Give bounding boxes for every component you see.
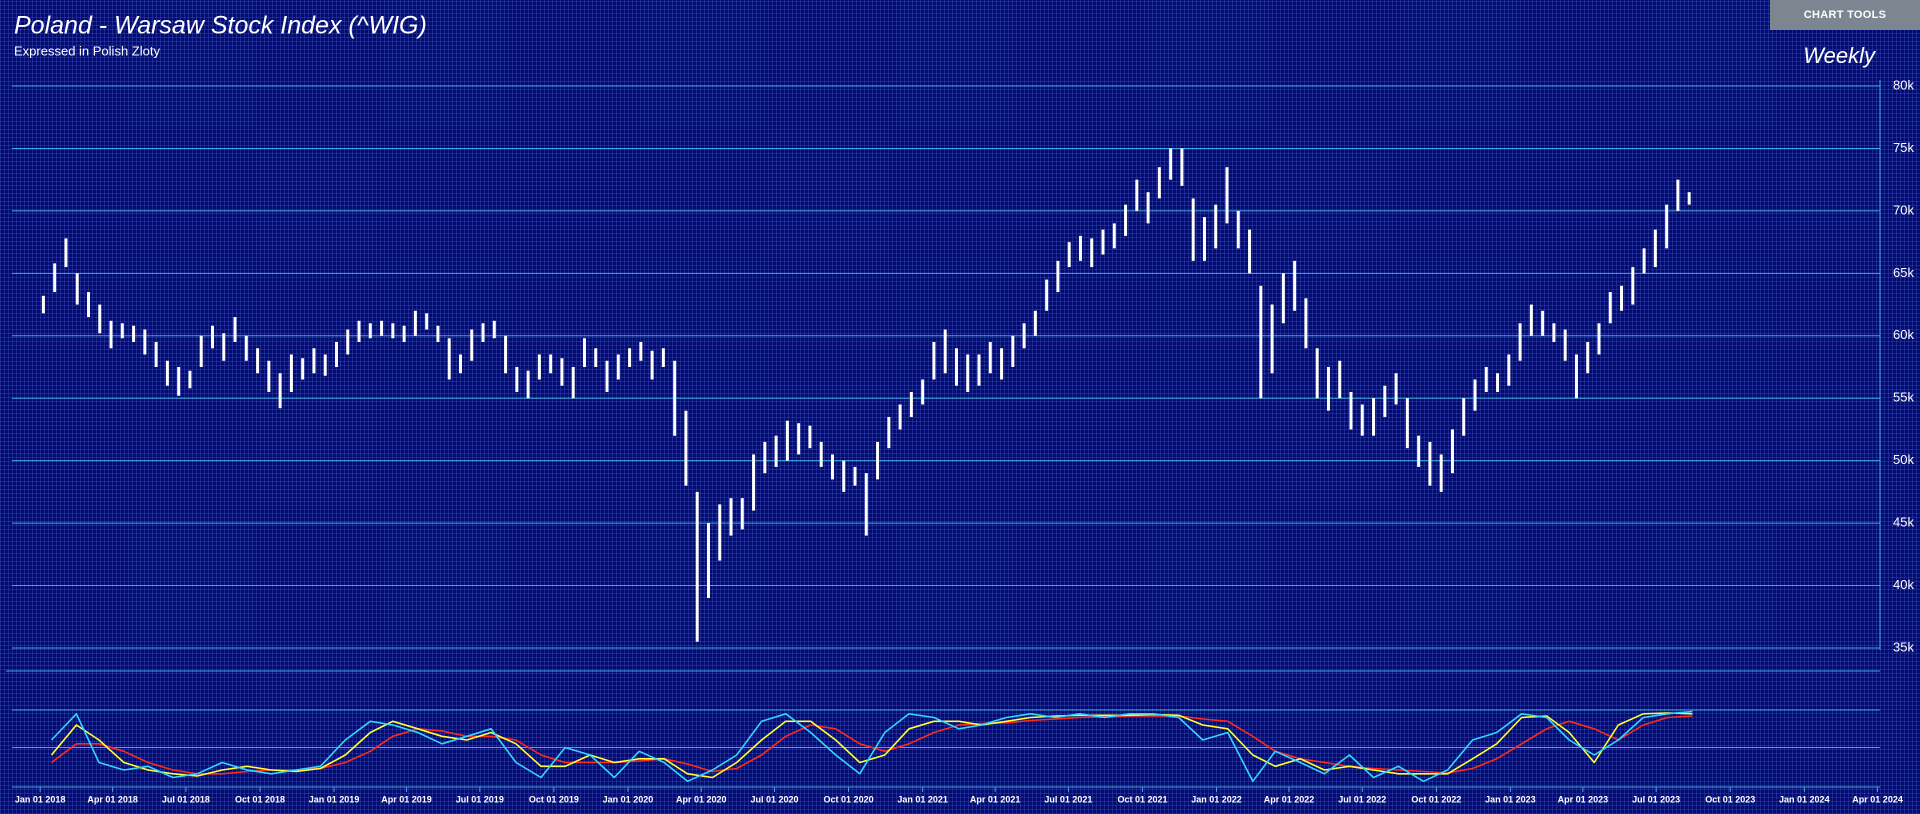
x-tick-label: Apr 01 2022 [1264,794,1315,804]
x-tick-label: Jan 01 2022 [1191,794,1242,804]
y-tick-label: 55k [1893,390,1914,405]
x-tick-label: Jul 01 2018 [162,794,210,804]
y-tick-label: 75k [1893,140,1914,155]
oscillator-line [50,712,1693,779]
x-tick-label: Jul 01 2021 [1044,794,1092,804]
y-tick-label: 80k [1893,77,1914,92]
x-tick-label: Oct 01 2018 [235,794,285,804]
x-tick-label: Apr 01 2020 [676,794,727,804]
y-tick-label: 45k [1893,515,1914,530]
x-tick-label: Jul 01 2023 [1632,794,1680,804]
x-tick-label: Jul 01 2022 [1338,794,1386,804]
x-tick-label: Apr 01 2021 [970,794,1021,804]
x-tick-label: Jul 01 2019 [456,794,504,804]
x-tick-label: Apr 01 2024 [1852,794,1903,804]
x-tick-label: Jan 01 2021 [897,794,948,804]
y-tick-label: 70k [1893,202,1914,217]
oscillator-line [50,710,1693,783]
y-tick-label: 40k [1893,577,1914,592]
y-tick-label: 60k [1893,327,1914,342]
x-tick-label: Jan 01 2023 [1485,794,1536,804]
oscillator-line [51,715,1693,775]
x-tick-label: Jan 01 2019 [309,794,360,804]
x-tick-label: Apr 01 2019 [381,794,432,804]
x-tick-label: Jan 01 2024 [1779,794,1830,804]
x-tick-label: Jul 01 2020 [750,794,798,804]
x-tick-label: Apr 01 2023 [1558,794,1609,804]
y-tick-label: 65k [1893,265,1914,280]
x-tick-label: Oct 01 2023 [1705,794,1755,804]
x-tick-label: Jan 01 2020 [603,794,654,804]
x-tick-label: Oct 01 2021 [1117,794,1167,804]
chart-title: Poland - Warsaw Stock Index (^WIG) [14,12,427,40]
x-tick-label: Oct 01 2020 [824,794,874,804]
x-tick-label: Oct 01 2019 [529,794,579,804]
x-tick-label: Jan 01 2018 [15,794,66,804]
chart-subtitle: Expressed in Polish Zloty [14,43,160,58]
chart-tools-button[interactable]: CHART TOOLS [1770,0,1920,30]
y-tick-label: 35k [1893,639,1914,654]
interval-label: Weekly [1803,43,1877,68]
x-tick-label: Apr 01 2018 [87,794,138,804]
y-tick-label: 50k [1893,452,1914,467]
x-tick-label: Oct 01 2022 [1411,794,1461,804]
